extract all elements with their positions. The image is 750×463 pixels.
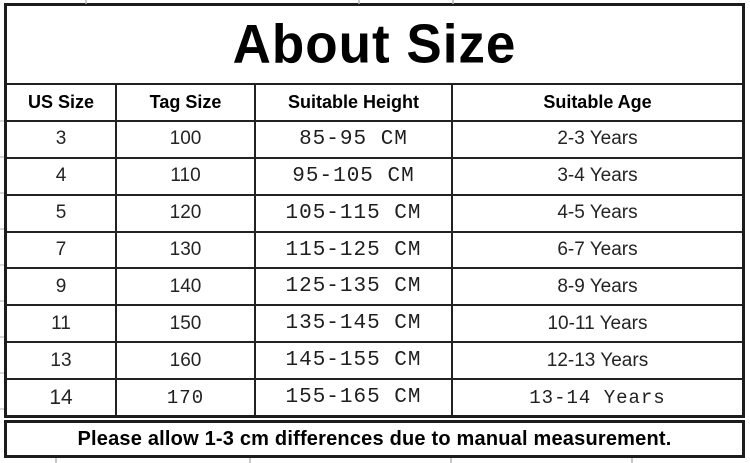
- age-cell: 4-5 Years: [557, 202, 638, 224]
- tag-size-cell: 150: [117, 306, 256, 342]
- crop-artifact: [249, 458, 251, 463]
- height-cell: 85-95 CM: [256, 121, 453, 157]
- title-row: About Size: [7, 6, 742, 85]
- tag-size-cell: 100: [117, 121, 256, 157]
- height-cell: 145-155 CM: [256, 343, 453, 379]
- age-cell: 2-3 Years: [557, 128, 638, 150]
- height-cell: 115-125 CM: [256, 232, 453, 268]
- age-cell: 10-11 Years: [547, 312, 648, 334]
- table-header-row: US Size Tag Size Suitable Height Suitabl…: [7, 85, 742, 122]
- height-cell: 135-145 CM: [256, 306, 453, 342]
- column-header-tag-size: Tag Size: [117, 85, 256, 120]
- us-size-cell: 4: [7, 158, 117, 194]
- table-row: 5 120 105-115 CM 4-5 Years: [7, 195, 742, 233]
- crop-artifact: [85, 0, 87, 4]
- column-header-suitable-height: Suitable Height: [256, 85, 453, 120]
- crop-artifact: [452, 0, 454, 4]
- height-cell: 125-135 CM: [256, 269, 453, 305]
- height-cell: 155-165 CM: [256, 380, 453, 416]
- tag-size-cell: 160: [117, 343, 256, 379]
- table-row: 9 140 125-135 CM 8-9 Years: [7, 269, 742, 307]
- table-row: 4 110 95-105 CM 3-4 Years: [7, 158, 742, 196]
- age-cell: 8-9 Years: [557, 275, 638, 297]
- age-cell: 13-14 Years: [529, 386, 666, 409]
- table-row: 7 130 115-125 CM 6-7 Years: [7, 232, 742, 270]
- size-chart-table: About Size US Size Tag Size Suitable Hei…: [4, 3, 745, 418]
- tag-size-cell: 110: [117, 158, 256, 194]
- measurement-note: Please allow 1-3 cm differences due to m…: [77, 427, 672, 450]
- crop-artifact: [631, 458, 633, 463]
- table-row: 14 170 155-165 CM 13-14 Years: [7, 380, 742, 416]
- us-size-cell: 11: [7, 306, 117, 342]
- column-header-suitable-age: Suitable Age: [543, 91, 652, 112]
- us-size-cell: 3: [7, 121, 117, 157]
- page-title: About Size: [232, 13, 517, 76]
- age-cell: 6-7 Years: [557, 239, 638, 260]
- tag-size-cell: 140: [117, 269, 256, 305]
- us-size-cell: 14: [7, 380, 117, 416]
- tag-size-cell: 170: [117, 380, 256, 416]
- table-row: 11 150 135-145 CM 10-11 Years: [7, 306, 742, 344]
- us-size-cell: 9: [7, 269, 117, 305]
- crop-artifact: [450, 458, 452, 463]
- measurement-note-box: Please allow 1-3 cm differences due to m…: [4, 420, 745, 458]
- table-row: 13 160 145-155 CM 12-13 Years: [7, 343, 742, 381]
- us-size-cell: 13: [7, 343, 117, 379]
- tag-size-cell: 130: [117, 232, 256, 268]
- height-cell: 105-115 CM: [256, 195, 453, 231]
- height-cell: 95-105 CM: [256, 158, 453, 194]
- tag-size-cell: 120: [117, 195, 256, 231]
- column-header-us-size: US Size: [7, 85, 117, 120]
- age-cell: 3-4 Years: [557, 165, 638, 187]
- us-size-cell: 5: [7, 195, 117, 231]
- crop-artifact: [55, 458, 57, 463]
- age-cell: 12-13 Years: [546, 349, 649, 371]
- table-row: 3 100 85-95 CM 2-3 Years: [7, 121, 742, 159]
- crop-artifact-ticks: [0, 86, 4, 414]
- us-size-cell: 7: [7, 232, 117, 268]
- crop-artifact: [358, 0, 360, 4]
